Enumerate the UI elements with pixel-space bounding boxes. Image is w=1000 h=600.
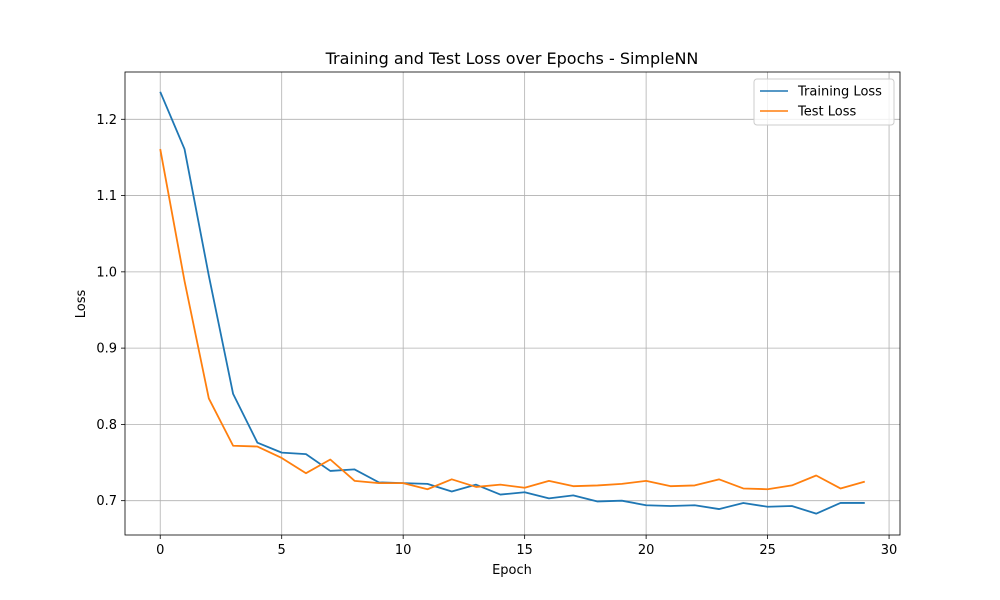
x-tick-label: 20 xyxy=(638,543,655,558)
series-lines xyxy=(159,91,866,515)
plot-frame xyxy=(124,71,901,536)
legend: Training Loss Test Loss xyxy=(753,78,895,126)
x-axis-label: Epoch xyxy=(492,563,532,578)
y-axis-label: Loss xyxy=(74,290,89,319)
series-line-test-loss xyxy=(159,148,866,491)
y-tick-label: 0.8 xyxy=(96,418,117,433)
series-line-training-loss xyxy=(159,91,865,515)
y-tick-label: 1.2 xyxy=(96,113,117,128)
y-tick-label: 0.9 xyxy=(96,342,117,357)
x-tick-label: 15 xyxy=(516,543,533,558)
legend-box xyxy=(753,78,895,126)
legend-label-test-loss: Test Loss xyxy=(797,105,856,120)
x-tick-label: 30 xyxy=(881,543,898,558)
axis-ticks: 0 5 10 15 20 25 30 0.7 0.8 0.9 1.0 1.1 1.2 xyxy=(96,113,897,558)
legend-label-training-loss: Training Loss xyxy=(797,85,882,100)
y-tick-label: 0.7 xyxy=(96,494,117,509)
chart-title: Training and Test Loss over Epochs - Sim… xyxy=(325,49,699,68)
x-tick-label: 0 xyxy=(156,543,164,558)
grid-lines xyxy=(125,72,900,535)
y-tick-label: 1.1 xyxy=(96,189,117,204)
x-tick-label: 25 xyxy=(759,543,776,558)
x-tick-label: 5 xyxy=(278,543,286,558)
y-tick-label: 1.0 xyxy=(96,265,117,280)
x-tick-label: 10 xyxy=(395,543,412,558)
